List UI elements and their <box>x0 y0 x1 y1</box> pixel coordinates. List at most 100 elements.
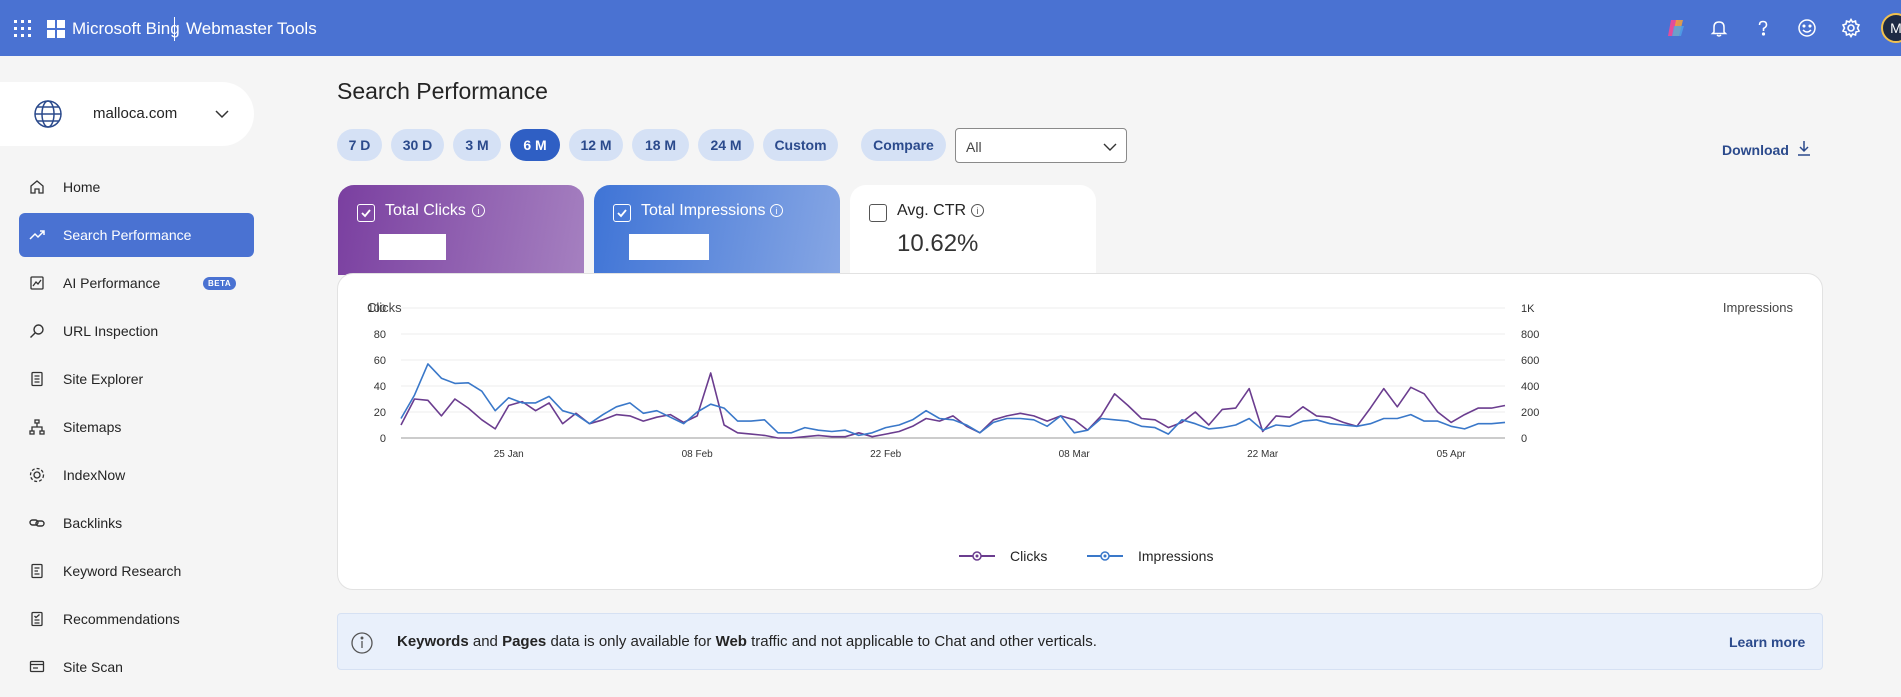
product-name[interactable]: Webmaster Tools <box>186 19 317 38</box>
y-right-tick-label: 800 <box>1521 329 1539 341</box>
sidebar-item-label: Backlinks <box>63 515 123 531</box>
y-left-tick-label: 0 <box>380 433 386 445</box>
legend-label-impressions[interactable]: Impressions <box>1138 548 1213 564</box>
range-24m-button[interactable]: 24 M <box>698 129 754 161</box>
avatar[interactable]: M <box>1881 13 1901 43</box>
y-right-tick-label: 200 <box>1521 407 1539 419</box>
ai-performance-icon <box>29 275 45 291</box>
indexnow-icon <box>29 467 45 483</box>
site-selector[interactable]: malloca.com <box>0 82 254 146</box>
site-explorer-icon <box>29 371 45 387</box>
y-left-tick-label: 80 <box>374 329 386 341</box>
range-30d-button[interactable]: 30 D <box>391 129 444 161</box>
filter-value: All <box>966 139 982 155</box>
microsoft-logo-icon <box>47 20 65 38</box>
total-clicks-checkbox[interactable] <box>357 204 375 222</box>
total-clicks-card[interactable]: Total Clicks i <box>338 185 584 275</box>
brand-name[interactable]: Microsoft Bing <box>72 19 180 38</box>
y-left-tick-label: 60 <box>374 355 386 367</box>
globe-icon <box>33 99 63 134</box>
bell-icon[interactable] <box>1707 16 1731 40</box>
compare-button[interactable]: Compare <box>861 129 946 161</box>
sidebar-item-keyword-research[interactable]: Keyword Research <box>19 549 254 593</box>
beta-badge: BETA <box>203 277 237 290</box>
y-right-axis-label: Impressions <box>1723 300 1794 315</box>
sidebar-item-label: Keyword Research <box>63 563 182 579</box>
legend-label-clicks[interactable]: Clicks <box>1010 548 1047 564</box>
site-scan-icon <box>29 659 45 675</box>
sidebar-item-search-performance[interactable]: Search Performance <box>19 213 254 257</box>
apps-waffle-icon[interactable] <box>14 20 31 37</box>
sidebar-item-label: IndexNow <box>63 467 126 483</box>
learn-more-link[interactable]: Learn more <box>1729 634 1806 650</box>
x-tick-label: 08 Mar <box>1059 449 1091 460</box>
trend-icon <box>29 227 45 243</box>
total-impressions-checkbox[interactable] <box>613 204 631 222</box>
range-7d-button[interactable]: 7 D <box>337 129 382 161</box>
x-tick-label: 22 Mar <box>1247 449 1279 460</box>
banner-and: and <box>472 633 498 650</box>
legend-marker-dot <box>975 554 979 558</box>
y-right-tick-label: 600 <box>1521 355 1539 367</box>
copilot-icon[interactable] <box>1664 16 1688 40</box>
help-icon[interactable] <box>1751 16 1775 40</box>
sidebar-item-url-inspection[interactable]: URL Inspection <box>19 309 254 353</box>
legend-marker-dot <box>1103 554 1107 558</box>
sidebar-item-label: Recommendations <box>63 611 180 627</box>
y-left-axis-label: Clicks <box>367 300 402 315</box>
page-title: Search Performance <box>337 78 548 104</box>
brand-separator <box>174 17 175 41</box>
smiley-icon[interactable] <box>1795 16 1819 40</box>
total-impressions-card[interactable]: Total Impressions i <box>594 185 840 275</box>
y-left-tick-label: 20 <box>374 407 386 419</box>
range-3m-button[interactable]: 3 M <box>453 129 501 161</box>
sidebar-item-site-explorer[interactable]: Site Explorer <box>19 357 254 401</box>
download-button[interactable]: Download <box>1722 140 1811 159</box>
range-18m-button[interactable]: 18 M <box>632 129 689 161</box>
link-icon <box>29 515 45 531</box>
banner-web: Web <box>715 633 747 650</box>
info-icon[interactable]: i <box>971 204 984 217</box>
sidebar-item-label: Search Performance <box>63 227 192 243</box>
y-right-tick-label: 400 <box>1521 381 1539 393</box>
banner-keywords: Keywords <box>397 633 469 650</box>
range-custom-button[interactable]: Custom <box>763 129 838 161</box>
sidebar-item-ai-performance[interactable]: AI Performance BETA <box>19 261 254 305</box>
sidebar-item-label: Home <box>63 179 101 195</box>
sidebar-item-label: AI Performance <box>63 275 161 291</box>
y-right-tick-label: 1K <box>1521 303 1535 315</box>
recommendations-icon <box>29 611 45 627</box>
download-label: Download <box>1722 141 1789 158</box>
filter-dropdown[interactable]: All <box>955 128 1127 163</box>
series-line-impressions[interactable] <box>400 363 1506 437</box>
avg-ctr-card[interactable]: Avg. CTR i 10.62% <box>850 185 1096 275</box>
download-icon <box>1797 140 1811 159</box>
x-tick-label: 05 Apr <box>1437 449 1467 460</box>
info-banner: Keywords and Pages data is only availabl… <box>337 613 1823 670</box>
avg-ctr-checkbox[interactable] <box>869 204 887 222</box>
y-left-tick-label: 40 <box>374 381 386 393</box>
info-icon[interactable]: i <box>770 204 783 217</box>
sidebar-item-indexnow[interactable]: IndexNow <box>19 453 254 497</box>
chevron-down-icon <box>1102 139 1118 158</box>
top-bar: Microsoft Bing Webmaster Tools M <box>0 0 1901 56</box>
series-line-clicks[interactable] <box>400 372 1506 439</box>
gear-icon[interactable] <box>1839 16 1863 40</box>
sidebar-item-backlinks[interactable]: Backlinks <box>19 501 254 545</box>
sidebar-item-label: Site Scan <box>63 659 123 675</box>
chevron-down-icon[interactable] <box>214 106 230 127</box>
performance-chart: Clicks Impressions 100 80 60 40 20 0 1K 800 600 4… <box>337 273 1823 590</box>
sidebar-item-label: URL Inspection <box>63 323 159 339</box>
home-icon <box>29 179 45 195</box>
chart-svg: Clicks Impressions 1008060402001K8006004… <box>367 300 1794 564</box>
sidebar-item-recommendations[interactable]: Recommendations <box>19 597 254 641</box>
info-icon[interactable]: i <box>472 204 485 217</box>
sidebar-item-sitemaps[interactable]: Sitemaps <box>19 405 254 449</box>
sidebar-item-label: Site Explorer <box>63 371 144 387</box>
sidebar-item-home[interactable]: Home <box>19 165 254 209</box>
range-6m-button[interactable]: 6 M <box>510 129 560 161</box>
sidebar-nav: Home Search Performance AI Performance B… <box>19 165 254 693</box>
banner-pages: Pages <box>502 633 547 650</box>
sidebar-item-site-scan[interactable]: Site Scan <box>19 645 254 689</box>
range-12m-button[interactable]: 12 M <box>569 129 623 161</box>
